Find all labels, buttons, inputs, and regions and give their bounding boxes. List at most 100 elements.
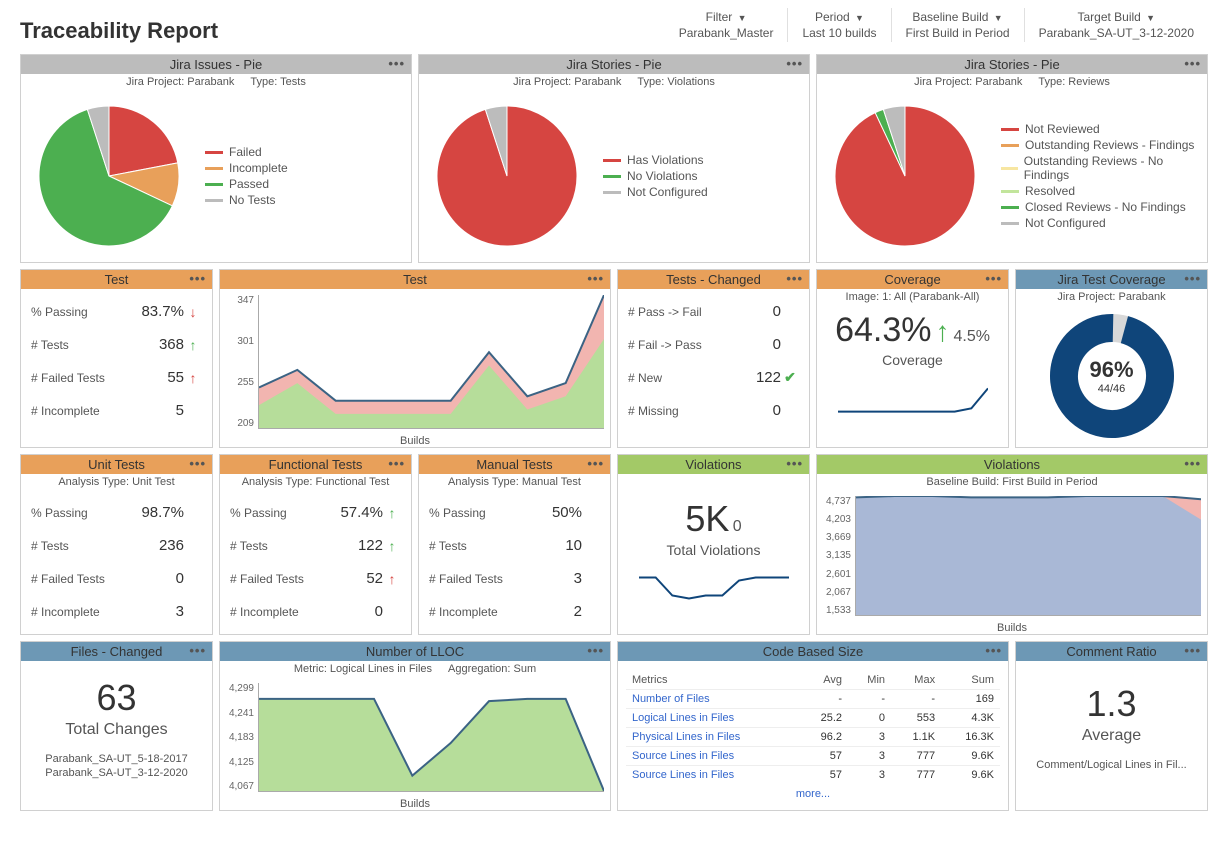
coverage-delta: 4.5% [953, 328, 989, 346]
widget-menu-icon[interactable]: ••• [1184, 643, 1201, 658]
legend-item: Not Configured [1001, 216, 1199, 230]
legend-item: No Tests [205, 193, 288, 207]
widget-menu-icon[interactable]: ••• [388, 56, 405, 71]
violations-label: Total Violations [626, 542, 801, 558]
kv-row: # Fail -> Pass0 [626, 328, 801, 361]
arrow-up-icon: ↑ [184, 370, 202, 386]
table-row[interactable]: Logical Lines in Files25.205534.3K [626, 709, 1000, 728]
widget-menu-icon[interactable]: ••• [786, 456, 803, 471]
widget-sub: Analysis Type: Manual Test [448, 476, 581, 488]
donut-frac: 44/46 [1089, 383, 1133, 395]
widget-coverage: Coverage ••• Image: 1: All (Parabank-All)… [816, 269, 1009, 448]
widget-menu-icon[interactable]: ••• [786, 56, 803, 71]
caret-down-icon: ▼ [855, 13, 864, 23]
pie-chart [825, 96, 985, 256]
violations-value: 5K [685, 498, 729, 539]
widget-unit-tests: Unit Tests••• Analysis Type: Unit Test %… [20, 454, 213, 635]
widget-sub: Image: 1: All (Parabank-All) [846, 291, 980, 303]
page-title: Traceability Report [20, 8, 218, 44]
legend-item: No Violations [603, 169, 708, 183]
widget-menu-icon[interactable]: ••• [1184, 56, 1201, 71]
table-row[interactable]: Source Lines in Files5737779.6K [626, 747, 1000, 766]
legend-item: Closed Reviews - No Findings [1001, 200, 1199, 214]
more-link[interactable]: more... [626, 784, 1000, 804]
legend-item: Incomplete [205, 161, 288, 175]
table-row[interactable]: Source Lines in Files5737779.6K [626, 766, 1000, 785]
kv-row: # Incomplete5 [29, 394, 204, 427]
kv-row: # Failed Tests52↑ [228, 562, 403, 595]
legend-item: Not Reviewed [1001, 122, 1199, 136]
widget-test-summary: Test••• % Passing83.7%↓# Tests368↑# Fail… [20, 269, 213, 448]
widget-sub-left: Jira Project: Parabank [126, 76, 234, 88]
caret-down-icon: ▼ [994, 13, 1003, 23]
kv-row: # Pass -> Fail0 [626, 295, 801, 328]
legend-item: Resolved [1001, 184, 1199, 198]
widget-jira-stories-violations-pie: Jira Stories - Pie ••• Jira Project: Para… [418, 54, 810, 263]
widget-title: Test [105, 272, 129, 287]
widget-sub-right: Aggregation: Sum [448, 663, 536, 675]
widget-menu-icon[interactable]: ••• [1184, 456, 1201, 471]
widget-menu-icon[interactable]: ••• [985, 271, 1002, 286]
widget-title: Jira Stories - Pie [566, 57, 661, 72]
widget-title: Violations [984, 457, 1040, 472]
widget-menu-icon[interactable]: ••• [189, 456, 206, 471]
widget-sub-right: Type: Reviews [1038, 76, 1110, 88]
kv-row: # Incomplete3 [29, 595, 204, 628]
filter-period[interactable]: Period ▼Last 10 builds [787, 8, 890, 42]
widget-title: Functional Tests [269, 457, 363, 472]
table-row[interactable]: Number of Files---169 [626, 690, 1000, 709]
widget-sub-left: Jira Project: Parabank [513, 76, 621, 88]
comment-ratio-label: Average [1024, 727, 1199, 745]
widget-jira-issues-pie: Jira Issues - Pie••• Jira Project: Parab… [20, 54, 412, 263]
arrow-down-icon: ↓ [184, 304, 202, 320]
widget-title: Number of LLOC [366, 644, 464, 659]
violations-delta: 0 [733, 518, 742, 535]
widget-menu-icon[interactable]: ••• [587, 643, 604, 658]
widget-menu-icon[interactable]: ••• [1184, 271, 1201, 286]
widget-code-based-size: Code Based Size••• MetricsAvgMinMaxSumNu… [617, 641, 1009, 811]
check-icon: ✔ [781, 369, 799, 386]
kv-row: # Tests122↑ [228, 529, 403, 562]
widget-violations-chart: Violations••• Baseline Build: First Buil… [816, 454, 1208, 635]
widget-menu-icon[interactable]: ••• [189, 643, 206, 658]
widget-menu-icon[interactable]: ••• [587, 271, 604, 286]
kv-row: # Failed Tests3 [427, 562, 602, 595]
kv-row: # Incomplete2 [427, 595, 602, 628]
widget-menu-icon[interactable]: ••• [985, 643, 1002, 658]
filter-target-build[interactable]: Target Build ▼Parabank_SA-UT_3-12-2020 [1024, 8, 1208, 42]
legend-item: Failed [205, 145, 288, 159]
arrow-up-icon: ↑ [935, 316, 949, 348]
caret-down-icon: ▼ [738, 13, 747, 23]
kv-row: % Passing50% [427, 496, 602, 529]
filter-baseline-build[interactable]: Baseline Build ▼First Build in Period [891, 8, 1024, 42]
arrow-up-icon: ↑ [383, 505, 401, 521]
widget-menu-icon[interactable]: ••• [388, 456, 405, 471]
files-changed-label: Total Changes [29, 721, 204, 739]
code-size-table: MetricsAvgMinMaxSumNumber of Files---169… [626, 671, 1000, 784]
widget-menu-icon[interactable]: ••• [587, 456, 604, 471]
widget-sub-right: Type: Violations [637, 76, 714, 88]
legend-item: Not Configured [603, 185, 708, 199]
arrow-up-icon: ↑ [184, 337, 202, 353]
widget-title: Coverage [884, 272, 940, 287]
widget-menu-icon[interactable]: ••• [189, 271, 206, 286]
legend-item: Outstanding Reviews - Findings [1001, 138, 1199, 152]
legend-item: Has Violations [603, 153, 708, 167]
widget-title: Violations [685, 457, 741, 472]
widget-title: Comment Ratio [1066, 644, 1156, 659]
comment-ratio-value: 1.3 [1024, 683, 1199, 725]
kv-row: % Passing83.7%↓ [29, 295, 204, 328]
filter-filter[interactable]: Filter ▼Parabank_Master [665, 8, 788, 42]
kv-row: # Tests236 [29, 529, 204, 562]
legend-item: Passed [205, 177, 288, 191]
donut-pct: 96% [1089, 357, 1133, 383]
kv-row: # New122✔ [626, 361, 801, 394]
widget-tests-changed: Tests - Changed••• # Pass -> Fail0# Fail… [617, 269, 810, 448]
table-row[interactable]: Physical Lines in Files96.231.1K16.3K [626, 728, 1000, 747]
widget-manual-tests: Manual Tests••• Analysis Type: Manual Te… [418, 454, 611, 635]
widget-menu-icon[interactable]: ••• [786, 271, 803, 286]
widget-sub-left: Jira Project: Parabank [914, 76, 1022, 88]
arrow-up-icon: ↑ [383, 538, 401, 554]
kv-row: # Missing0 [626, 394, 801, 427]
widget-comment-ratio: Comment Ratio••• 1.3 Average Comment/Log… [1015, 641, 1208, 811]
